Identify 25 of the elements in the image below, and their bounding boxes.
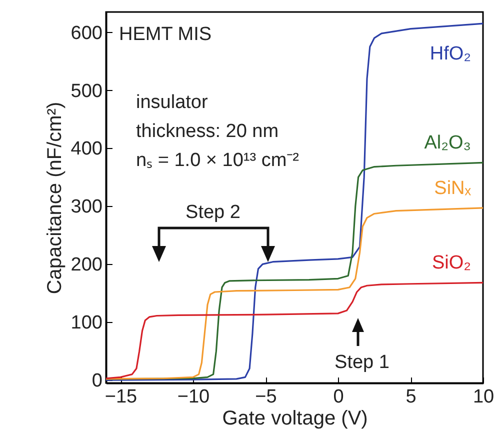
y-tick-label: 200 xyxy=(70,254,102,276)
x-tick-label: −15 xyxy=(104,386,138,408)
y-axis-title: Capacitance (nF/cm²) xyxy=(44,102,66,294)
annotation: nₛ = 1.0 × 10¹³ cm⁻² xyxy=(136,150,300,171)
line-series xyxy=(105,22,484,381)
annotation: HEMT MIS xyxy=(119,24,212,45)
series-label: SiO₂ xyxy=(432,252,471,274)
x-tick-label: −5 xyxy=(255,386,277,408)
x-axis-title: Gate voltage (V) xyxy=(222,408,368,430)
x-tick-label: 5 xyxy=(406,386,416,408)
y-tick-label: 500 xyxy=(70,80,102,102)
y-tick-label: 600 xyxy=(70,22,102,44)
y-tick-label: 300 xyxy=(70,196,102,218)
series-label: Al₂O₃ xyxy=(424,132,471,154)
line-series xyxy=(105,282,484,380)
x-tick-label: −10 xyxy=(177,386,210,408)
annotation: Step 2 xyxy=(186,202,240,223)
series-label: SiNₓ xyxy=(434,178,472,199)
x-tick-label: 10 xyxy=(472,386,494,408)
series-label: HfO₂ xyxy=(430,44,471,65)
y-tick-label: 0 xyxy=(92,370,102,392)
y-tick-label: 100 xyxy=(70,312,102,334)
annotation: Step 1 xyxy=(334,352,390,373)
x-tick-label: 0 xyxy=(333,386,344,408)
y-tick-label: 400 xyxy=(70,138,102,160)
